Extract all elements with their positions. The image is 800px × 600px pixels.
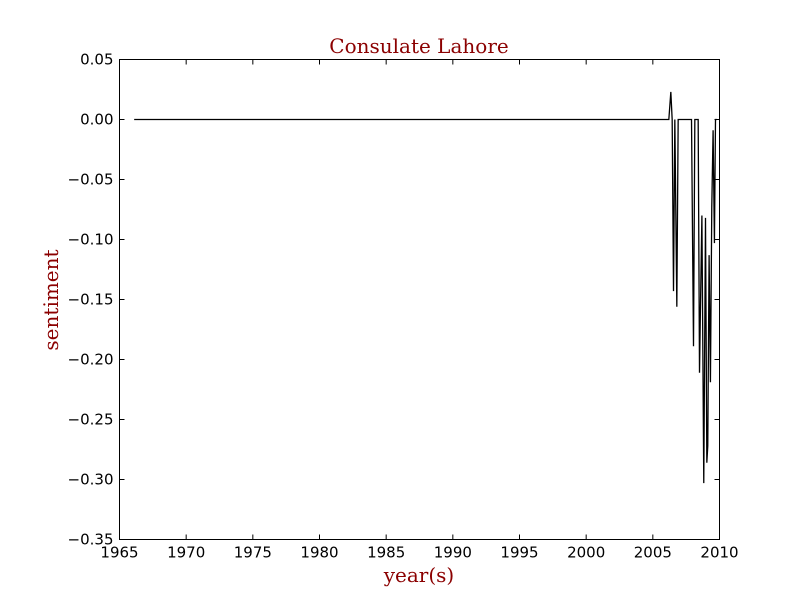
y-tick-label: −0.20 (68, 351, 114, 369)
y-tick-label: 0.00 (80, 111, 113, 129)
y-tick-label: −0.05 (68, 171, 114, 189)
y-tick-label: −0.25 (68, 411, 114, 429)
chart-title: Consulate Lahore (329, 34, 508, 58)
x-tick-label: 1980 (300, 544, 338, 562)
axis-tick-labels: 1965 1970 1975 1980 1985 1990 1995 2000 2005 2010… (68, 51, 739, 562)
y-tick-label: −0.10 (68, 231, 114, 249)
sentiment-series-line (134, 91, 717, 484)
x-tick-label: 2010 (700, 544, 738, 562)
x-tick-label: 1970 (167, 544, 205, 562)
x-tick-label: 2000 (567, 544, 605, 562)
y-tick-label: −0.30 (68, 471, 114, 489)
x-axis-label: year(s) (383, 563, 455, 587)
axis-ticks (119, 59, 720, 540)
y-tick-label: −0.15 (68, 291, 114, 309)
x-tick-label: 2005 (634, 544, 672, 562)
plot-area-frame (119, 59, 720, 540)
x-tick-label: 1975 (234, 544, 272, 562)
y-tick-label: 0.05 (80, 51, 113, 69)
x-tick-label: 1985 (367, 544, 405, 562)
y-axis-label: sentiment (39, 249, 63, 350)
x-tick-label: 1965 (100, 544, 138, 562)
y-tick-label: −0.35 (68, 531, 114, 549)
x-tick-label: 1995 (500, 544, 538, 562)
x-tick-label: 1990 (434, 544, 472, 562)
